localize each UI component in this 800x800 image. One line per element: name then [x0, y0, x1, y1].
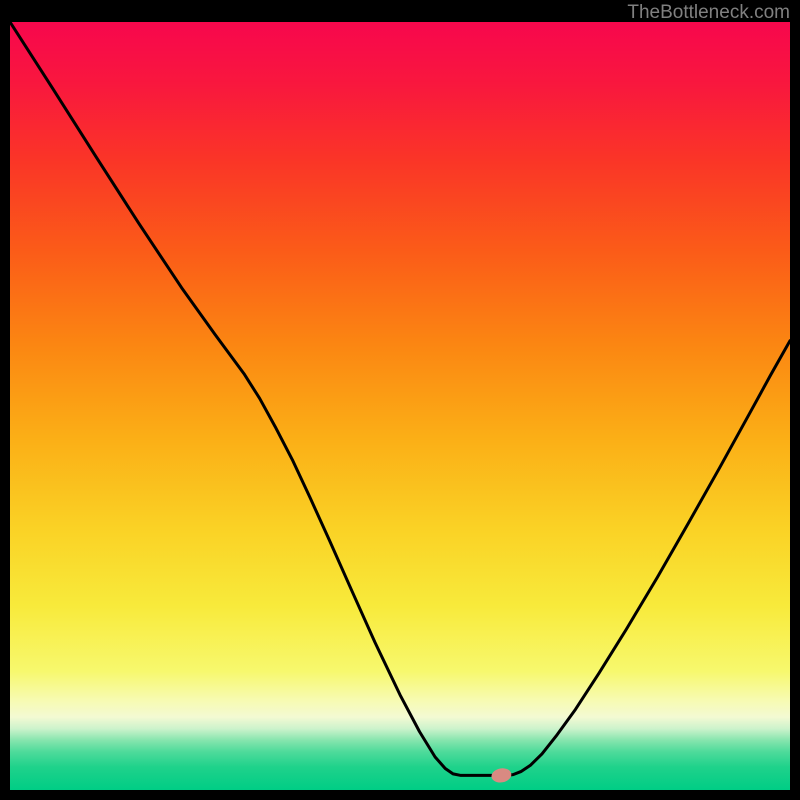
chart-background	[10, 22, 790, 790]
watermark-text: TheBottleneck.com	[627, 2, 790, 24]
bottleneck-chart	[10, 22, 790, 790]
chart-container	[10, 22, 790, 790]
